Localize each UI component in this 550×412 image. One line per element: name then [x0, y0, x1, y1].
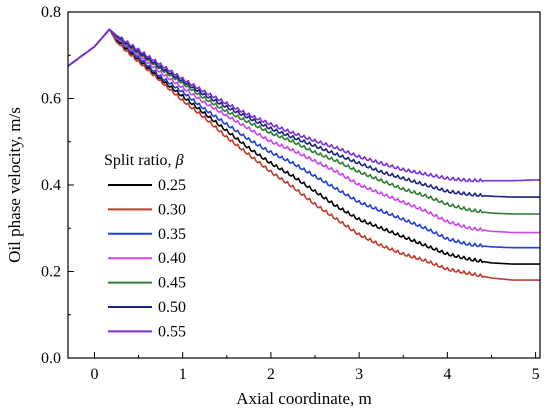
legend-label: 0.55 — [158, 323, 186, 340]
legend: 0.25 0.30 0.35 0.40 0.45 0.50 0.55 — [108, 177, 186, 340]
series-line-0.35 — [67, 28, 540, 249]
y-tick-label: 0.2 — [41, 264, 61, 281]
y-axis-title: Oil phase velocity, m/s — [5, 107, 24, 263]
series-line-0.30 — [67, 28, 540, 281]
legend-label: 0.45 — [158, 275, 186, 292]
legend-label: 0.50 — [158, 299, 186, 316]
legend-title-symbol: β — [175, 152, 184, 169]
series-line-0.40 — [67, 28, 540, 234]
x-tick-label: 2 — [267, 366, 275, 383]
x-tick-label: 4 — [443, 366, 451, 383]
series-line-0.55 — [67, 28, 541, 183]
series-line-0.45 — [67, 28, 540, 215]
x-tick-label: 0 — [90, 366, 98, 383]
x-tick-label: 5 — [532, 366, 540, 383]
legend-label: 0.25 — [158, 177, 186, 194]
series-lines — [67, 28, 541, 281]
y-tick-label: 0.8 — [41, 4, 61, 21]
legend-title-text: Split ratio, — [104, 152, 176, 169]
y-tick-label: 0.6 — [41, 91, 61, 108]
x-tick-label: 3 — [355, 366, 363, 383]
x-tick-label: 1 — [179, 366, 187, 383]
legend-label: 0.35 — [158, 226, 186, 243]
y-tick-label: 0.4 — [41, 177, 61, 194]
legend-title: Split ratio, β — [104, 152, 184, 169]
y-tick-label: 0.0 — [41, 350, 61, 367]
axis-ticks: 0 1 2 3 4 5 0.0 0.2 0.4 0.6 0.8 — [41, 4, 540, 383]
x-axis-title: Axial coordinate, m — [236, 389, 372, 408]
series-line-0.50 — [67, 28, 540, 198]
legend-label: 0.30 — [158, 201, 186, 218]
series-line-0.25 — [67, 28, 540, 265]
legend-label: 0.40 — [158, 250, 186, 267]
